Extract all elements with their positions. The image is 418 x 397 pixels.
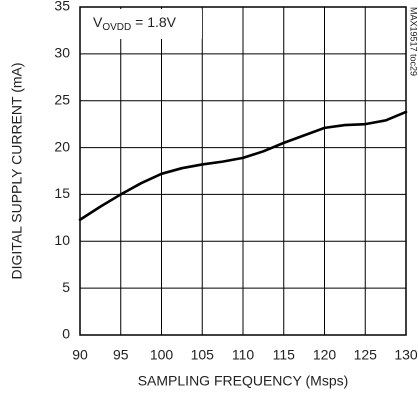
line	[78, 110, 408, 222]
annotation-box	[82, 9, 202, 39]
y-tick-label: 35	[54, 0, 70, 14]
x-axis-label: SAMPLING FREQUENCY (Msps)	[138, 373, 349, 389]
y-tick-label: 30	[54, 45, 70, 61]
plot-frame	[79, 6, 407, 336]
annotation-sub: OVDD	[102, 22, 131, 33]
note: MAX19517 toc29	[409, 7, 418, 76]
y-tick-label: 10	[54, 232, 70, 248]
annotation-main: V	[93, 14, 103, 30]
y-tick-label: 0	[62, 326, 70, 342]
x-tick-label: 125	[354, 347, 378, 363]
x-tick-label: 90	[72, 347, 88, 363]
grid	[79, 6, 407, 336]
y-tick-label: 20	[54, 138, 70, 154]
y-tick-label: 15	[54, 185, 70, 201]
x-tick-label: 95	[113, 347, 129, 363]
x-tick-label: 100	[150, 347, 174, 363]
x-tick-label: 105	[191, 347, 215, 363]
annotation: VOVDD = 1.8V	[93, 14, 177, 33]
y-tick-label: 25	[54, 91, 70, 107]
y-tick-label: 5	[62, 279, 70, 295]
y-axis-label: DIGITAL SUPPLY CURRENT (mA)	[9, 62, 25, 279]
x-tick-label: 110	[232, 347, 255, 363]
x-tick-label: 115	[273, 347, 296, 363]
x-tick-label: 130	[394, 347, 418, 363]
x-tick-label: 120	[313, 347, 337, 363]
annotation-rest: = 1.8V	[131, 14, 176, 30]
